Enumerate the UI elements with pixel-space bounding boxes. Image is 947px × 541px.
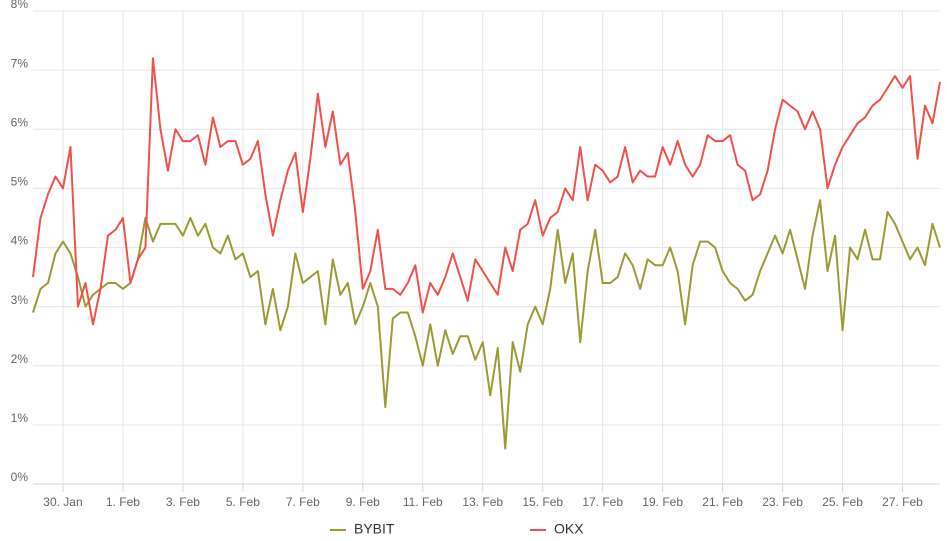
y-tick-label: 8% [11,0,29,11]
legend-label[interactable]: OKX [554,521,584,537]
x-tick-label: 1. Feb [106,495,140,509]
series-line [32,199,941,450]
y-tick-label: 4% [11,234,29,248]
x-tick-label: 5. Feb [226,495,260,509]
x-tick-label: 27. Feb [882,495,923,509]
y-tick-label: 3% [11,293,29,307]
x-tick-label: 7. Feb [286,495,320,509]
y-tick-label: 7% [11,56,29,70]
x-tick-label: 19. Feb [642,495,683,509]
y-tick-label: 0% [11,470,29,484]
x-tick-label: 3. Feb [166,495,200,509]
x-tick-label: 15. Feb [522,495,563,509]
x-tick-label: 11. Feb [403,495,443,509]
x-tick-label: 25. Feb [822,495,863,509]
legend-label[interactable]: BYBIT [354,521,395,537]
y-tick-label: 5% [11,175,29,189]
x-tick-label: 21. Feb [702,495,743,509]
x-tick-label: 23. Feb [762,495,803,509]
series-line [32,57,941,326]
y-tick-label: 6% [11,115,29,129]
y-tick-label: 1% [11,411,29,425]
x-tick-label: 13. Feb [462,495,503,509]
y-tick-label: 2% [11,352,29,366]
x-tick-label: 9. Feb [346,495,380,509]
x-tick-label: 30. Jan [43,495,82,509]
x-tick-label: 17. Feb [582,495,623,509]
